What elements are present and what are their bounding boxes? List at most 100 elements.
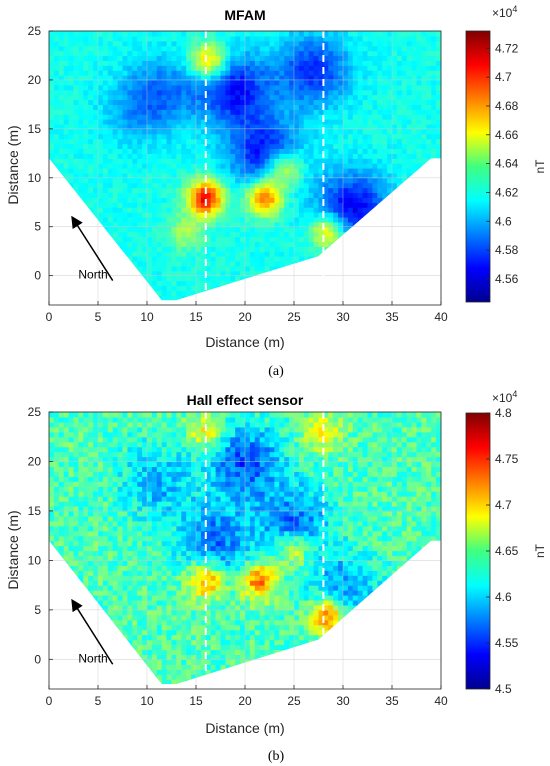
heatmap-cell [142, 65, 148, 71]
heatmap-cell [269, 153, 275, 159]
heatmap-cell [132, 246, 138, 252]
heatmap-cell [127, 246, 133, 252]
heatmap-cell [196, 143, 202, 150]
heatmap-cell [210, 202, 217, 208]
heatmap-cell [161, 260, 168, 267]
heatmap-cell [245, 260, 251, 267]
heatmap-cell [205, 119, 212, 125]
heatmap-cell [53, 491, 60, 497]
heatmap-cell [235, 270, 241, 277]
heatmap-cell [63, 421, 70, 428]
heatmap-cell [200, 35, 207, 42]
heatmap-cell [166, 212, 173, 218]
heatmap-cell [225, 99, 231, 105]
heatmap-cell [220, 202, 226, 208]
heatmap-cell [240, 265, 246, 272]
heatmap-cell [93, 168, 99, 174]
heatmap-cell [235, 31, 241, 37]
heatmap-cell [323, 241, 329, 247]
heatmap-cell [377, 84, 383, 91]
heatmap-cell [249, 128, 256, 135]
heatmap-cell [338, 192, 344, 198]
heatmap-cell [63, 456, 70, 463]
heatmap-cell [78, 476, 84, 482]
heatmap-cell [181, 104, 187, 110]
heatmap-cell [303, 65, 310, 71]
heatmap-cell [298, 168, 305, 174]
heatmap-cell [274, 182, 280, 189]
heatmap-cell [426, 40, 432, 47]
heatmap-cell [357, 177, 364, 184]
heatmap-cell [274, 260, 280, 267]
heatmap-cell [240, 241, 246, 247]
heatmap-cell [411, 148, 418, 154]
heatmap-cell [367, 31, 373, 37]
heatmap-cell [264, 35, 271, 42]
heatmap-cell [68, 441, 75, 448]
heatmap-cell [352, 197, 359, 203]
heatmap-cell [176, 143, 182, 150]
heatmap-cell [132, 172, 138, 179]
heatmap-cell [88, 99, 94, 105]
heatmap-cell [142, 123, 148, 130]
heatmap-cell [205, 158, 212, 164]
heatmap-cell [63, 466, 70, 472]
heatmap-cell [249, 119, 256, 125]
heatmap-cell [137, 187, 143, 194]
heatmap-cell [230, 40, 236, 47]
heatmap-cell [318, 79, 324, 86]
heatmap-cell [147, 75, 153, 81]
heatmap-cell [151, 212, 158, 218]
heatmap-cell [63, 31, 70, 37]
heatmap-cell [63, 45, 70, 52]
heatmap-cell [210, 70, 217, 76]
heatmap-cell [63, 426, 70, 433]
heatmap-cell [78, 168, 84, 174]
heatmap-cell [249, 148, 256, 154]
heatmap-cell [63, 436, 70, 443]
heatmap-cell [240, 99, 246, 105]
heatmap-cell [107, 119, 114, 125]
heatmap-cell [298, 79, 305, 86]
heatmap-cell [58, 446, 65, 453]
heatmap-cell [215, 207, 222, 213]
heatmap-cell [215, 246, 222, 252]
heatmap-cell [416, 109, 422, 115]
heatmap-cell [387, 104, 393, 110]
heatmap-cell [147, 172, 153, 179]
heatmap-cell [284, 109, 290, 115]
heatmap-cell [161, 158, 168, 164]
heatmap-cell [215, 265, 222, 272]
heatmap-cell [166, 133, 173, 140]
heatmap-cell [362, 192, 369, 198]
heatmap-cell [200, 40, 207, 47]
heatmap-cell [63, 99, 70, 105]
heatmap-cell [264, 75, 271, 81]
heatmap-cell [53, 50, 60, 57]
heatmap-cell [186, 275, 192, 282]
heatmap-cell [68, 491, 75, 497]
heatmap-cell [230, 75, 236, 81]
heatmap-cell [264, 231, 271, 238]
heatmap-cell [215, 236, 222, 242]
heatmap-cell [93, 94, 99, 101]
heatmap-cell [186, 260, 192, 267]
heatmap-cell [274, 70, 280, 76]
heatmap-cell [107, 94, 114, 101]
heatmap-cell [401, 35, 408, 42]
heatmap-cell [235, 128, 241, 135]
heatmap-cell [367, 158, 373, 164]
heatmap-cell [343, 104, 349, 110]
heatmap-cell [191, 153, 197, 159]
heatmap-cell [78, 496, 84, 502]
heatmap-cell [220, 65, 226, 71]
heatmap-cell [156, 143, 163, 150]
heatmap-cell [132, 168, 138, 174]
heatmap-cell [421, 55, 427, 61]
heatmap-cell [68, 60, 75, 66]
heatmap-cell [63, 55, 70, 61]
heatmap-cell [200, 84, 207, 91]
heatmap-cell [352, 133, 359, 140]
heatmap-cell [254, 270, 261, 277]
heatmap-cell [200, 241, 207, 247]
